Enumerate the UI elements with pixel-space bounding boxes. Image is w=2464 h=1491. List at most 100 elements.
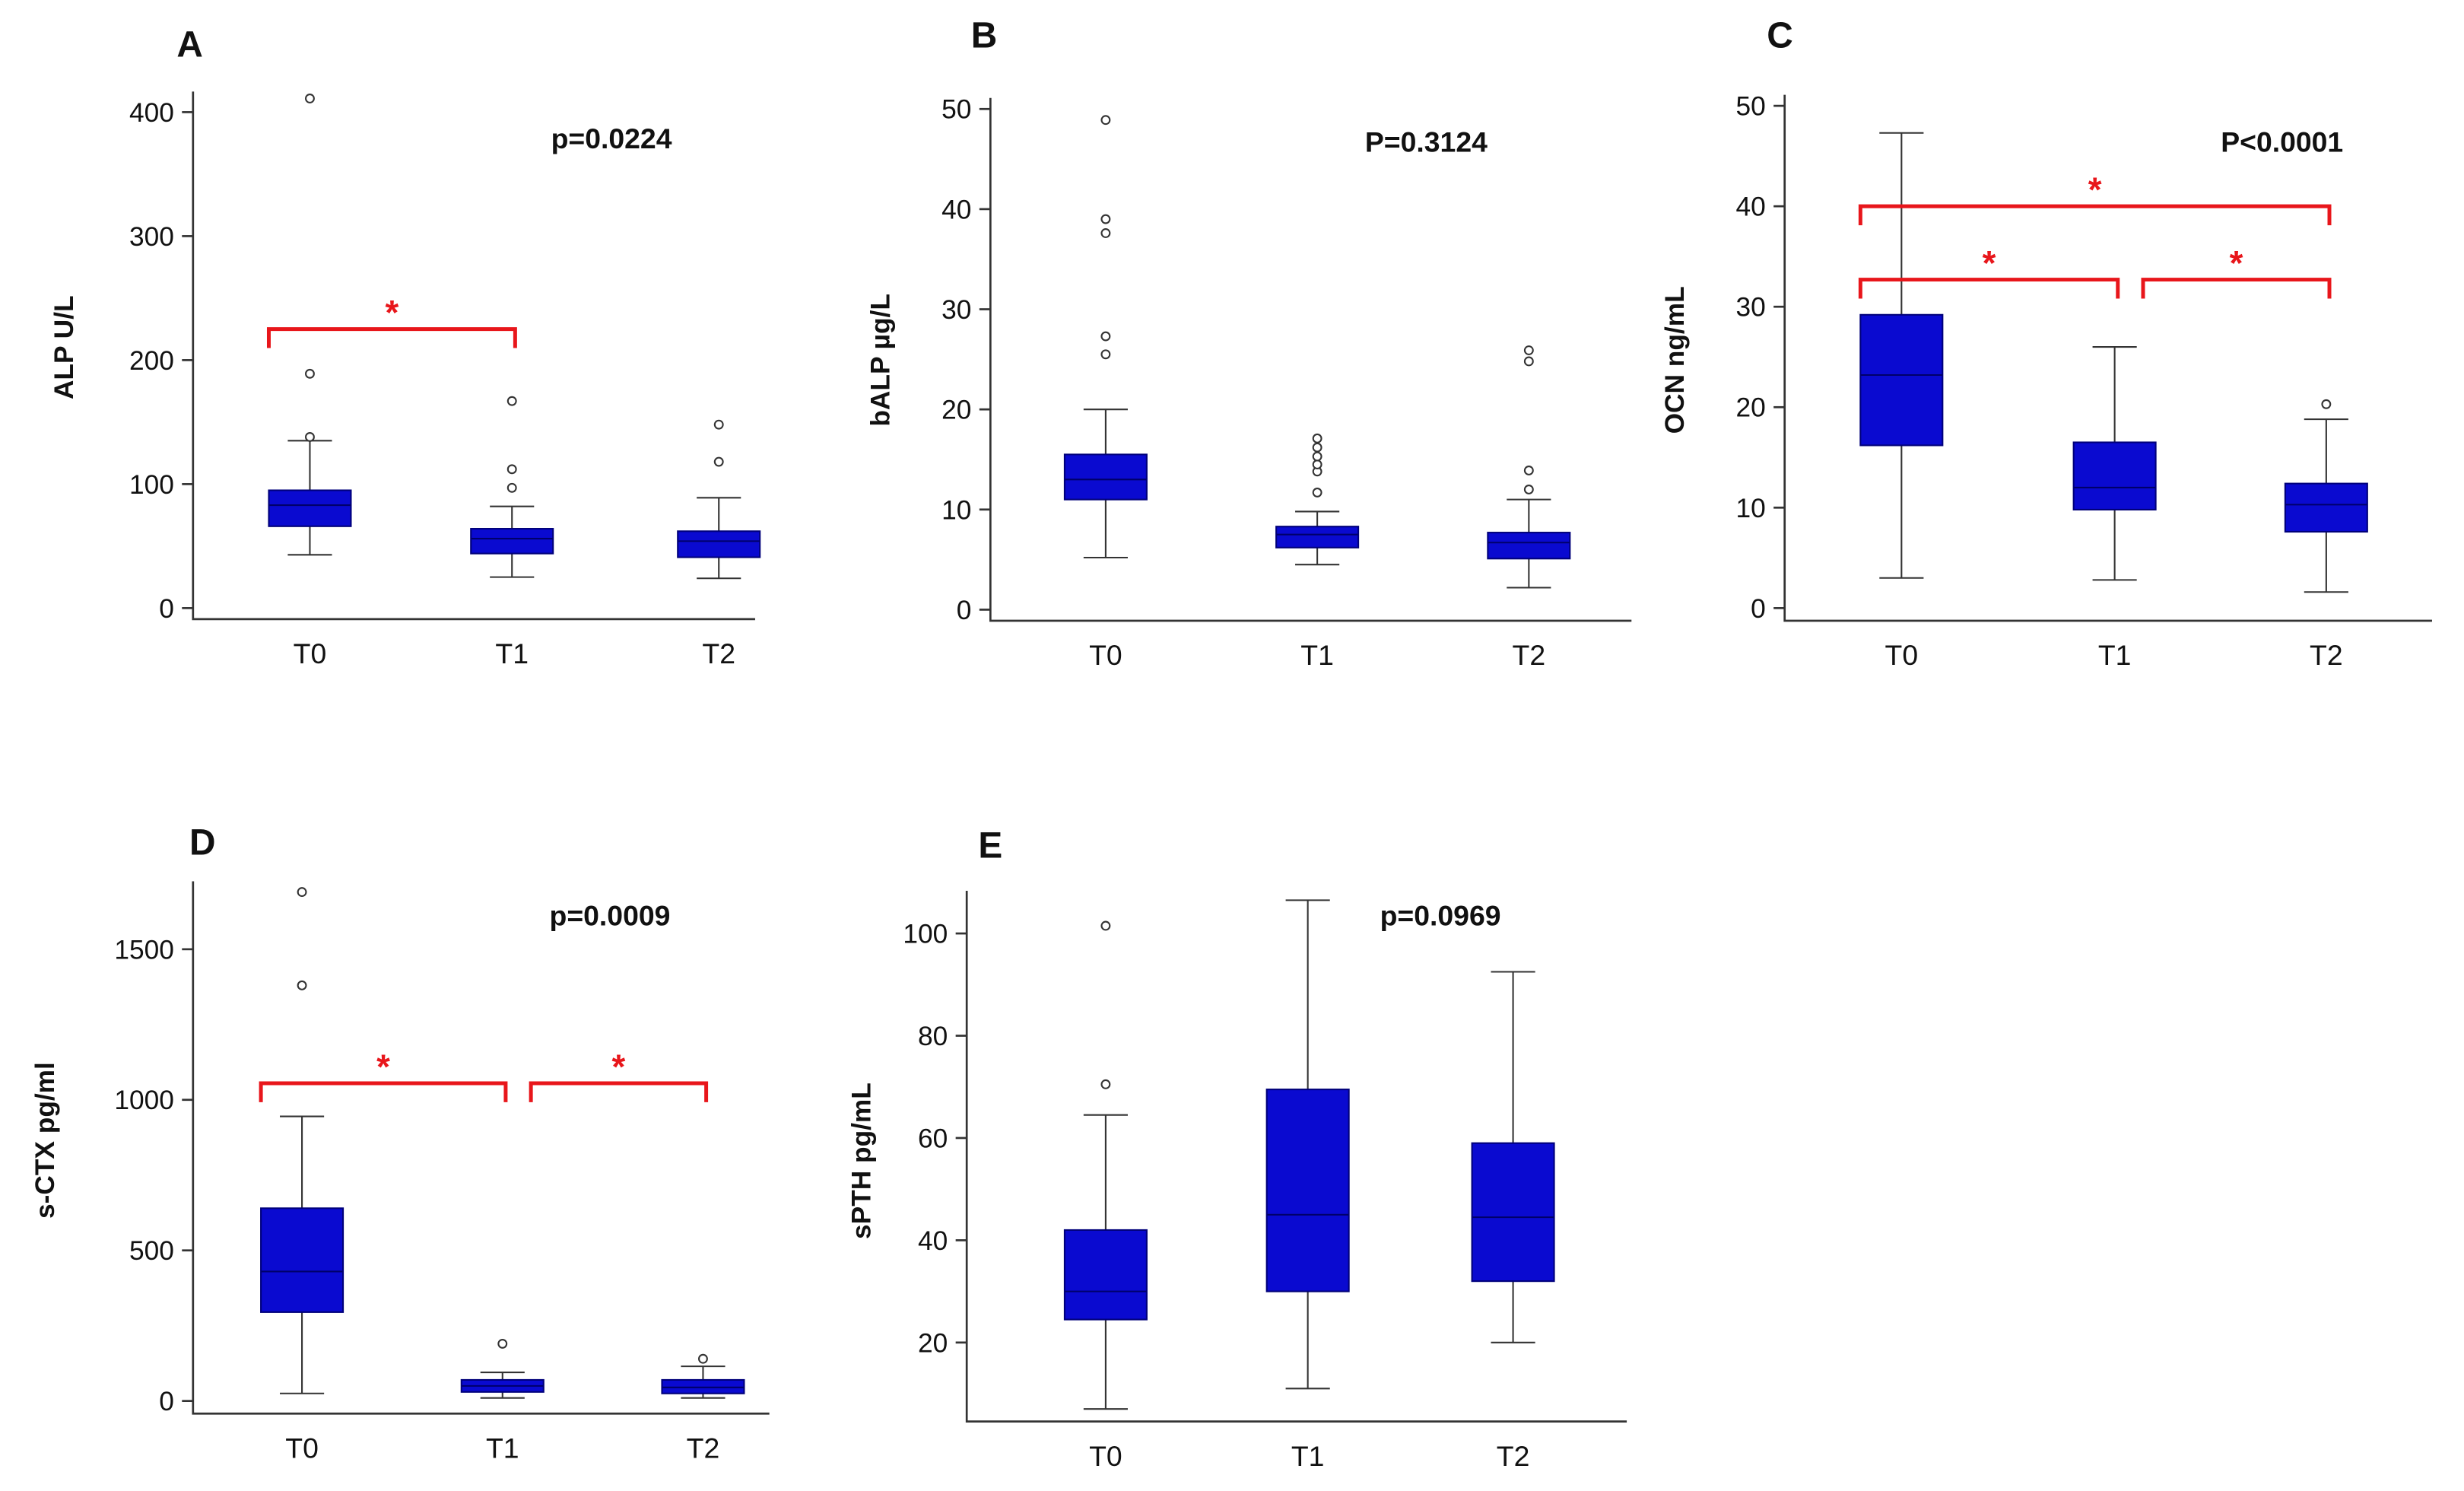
x-tick-label: T0 xyxy=(1089,639,1122,671)
box-t2 xyxy=(1487,532,1571,560)
y-tick-label: 1000 xyxy=(114,1086,173,1115)
y-tick-label: 50 xyxy=(1736,92,1766,122)
p-value-label: p=0.0969 xyxy=(1380,900,1501,932)
whisker xyxy=(681,1365,726,1399)
y-axis-label: bALP µg/L xyxy=(865,294,895,427)
x-tick-label: T2 xyxy=(1497,1440,1530,1472)
whisker xyxy=(1879,132,1924,579)
significance-star: * xyxy=(2088,170,2102,209)
y-tick-label: 80 xyxy=(918,1022,948,1051)
whisker xyxy=(1285,899,1330,1390)
y-tick-label: 20 xyxy=(1736,393,1766,423)
y-tick-label: 40 xyxy=(941,195,971,224)
panel-label: D xyxy=(189,822,215,863)
x-tick-label: T0 xyxy=(294,637,327,669)
x-tick-label: T0 xyxy=(1089,1440,1122,1472)
y-tick-label: 0 xyxy=(1751,594,1766,624)
outlier-point xyxy=(305,368,315,379)
box-t0 xyxy=(1063,453,1148,501)
outlier-point xyxy=(1100,214,1111,224)
outlier-point xyxy=(506,482,517,493)
significance-bracket xyxy=(2141,278,2332,299)
box-t1 xyxy=(1265,1089,1350,1292)
x-tick-label: T1 xyxy=(1291,1440,1325,1472)
outlier-point xyxy=(305,432,315,442)
box-t0 xyxy=(260,1207,345,1313)
p-value-label: P=0.3124 xyxy=(1365,126,1488,157)
outlier-point xyxy=(506,464,517,475)
panel-d: Dp=0.0009 s-CTX pg/ml 0 500 1000 1500 T0 T1 T2 * * xyxy=(30,822,770,1464)
outlier-point xyxy=(1312,487,1322,498)
x-tick-label: T0 xyxy=(1885,639,1919,671)
y-tick-label: 30 xyxy=(941,295,971,325)
outlier-point xyxy=(506,396,517,406)
outlier-point xyxy=(713,419,724,430)
outlier-point xyxy=(1312,442,1322,453)
outlier-point xyxy=(698,1353,708,1364)
y-tick-label: 20 xyxy=(918,1328,948,1358)
y-tick-label: 40 xyxy=(1736,192,1766,222)
y-tick-label: 10 xyxy=(941,495,971,525)
box-t2 xyxy=(2284,482,2368,533)
whisker xyxy=(280,1115,325,1394)
y-tick-label: 500 xyxy=(129,1236,174,1266)
y-tick-label: 40 xyxy=(918,1226,948,1256)
y-tick-label: 30 xyxy=(1736,293,1766,323)
box-t1 xyxy=(470,528,554,555)
panel-label: C xyxy=(1767,15,1792,56)
box-t0 xyxy=(268,489,352,527)
whisker xyxy=(1507,498,1551,589)
p-value-label: P<0.0001 xyxy=(2221,126,2343,157)
whisker xyxy=(2304,418,2348,593)
significance-bracket xyxy=(529,1081,709,1102)
axes xyxy=(989,97,1632,622)
outlier-point xyxy=(297,887,307,898)
significance-bracket xyxy=(266,327,517,348)
significance-star: * xyxy=(2230,243,2243,282)
y-tick-label: 0 xyxy=(957,596,972,625)
box-t1 xyxy=(2072,441,2157,510)
y-tick-label: 20 xyxy=(941,396,971,425)
panel-label: E xyxy=(978,825,1002,866)
significance-bracket xyxy=(1858,204,2332,226)
panel-label: B xyxy=(971,15,997,56)
significance-star: * xyxy=(386,293,399,332)
y-axis-label: OCN ng/mL xyxy=(1660,286,1690,434)
outlier-point xyxy=(1100,1079,1111,1089)
whisker xyxy=(490,505,535,578)
outlier-point xyxy=(1312,451,1322,462)
x-tick-label: T1 xyxy=(2098,639,2132,671)
y-axis-label: ALP U/L xyxy=(49,295,79,399)
outlier-point xyxy=(1523,466,1534,475)
x-tick-label: T1 xyxy=(495,637,529,669)
outlier-point xyxy=(1523,345,1534,355)
panel-c: C P<0.0001 OCN ng/mL 0 10 20 30 40 50 T0 T1 T2 * * * xyxy=(1660,15,2432,671)
box-t0 xyxy=(1063,1229,1148,1321)
y-tick-label: 300 xyxy=(129,222,174,252)
y-tick-label: 100 xyxy=(129,470,174,500)
whisker xyxy=(1083,1114,1128,1410)
y-tick-label: 0 xyxy=(159,1387,174,1416)
y-tick-label: 60 xyxy=(918,1124,948,1153)
whisker xyxy=(1491,971,1535,1343)
box-t0 xyxy=(1859,313,1944,447)
outlier-point xyxy=(1523,485,1534,494)
x-tick-label: T2 xyxy=(702,637,735,669)
significance-star: * xyxy=(1983,243,1996,282)
panel-label: A xyxy=(176,25,202,65)
axes xyxy=(965,891,1627,1423)
whisker xyxy=(697,497,741,580)
whisker xyxy=(1083,409,1128,559)
box-t1 xyxy=(1275,526,1360,548)
outlier-point xyxy=(2321,399,2332,409)
outlier-point xyxy=(713,456,724,467)
outlier-point xyxy=(297,980,307,990)
whisker xyxy=(287,440,332,556)
whisker xyxy=(1295,510,1340,566)
outlier-point xyxy=(1100,331,1111,342)
x-tick-label: T0 xyxy=(285,1432,319,1464)
outlier-point xyxy=(1312,433,1322,443)
outlier-point xyxy=(1312,459,1322,470)
significance-star: * xyxy=(376,1048,390,1086)
